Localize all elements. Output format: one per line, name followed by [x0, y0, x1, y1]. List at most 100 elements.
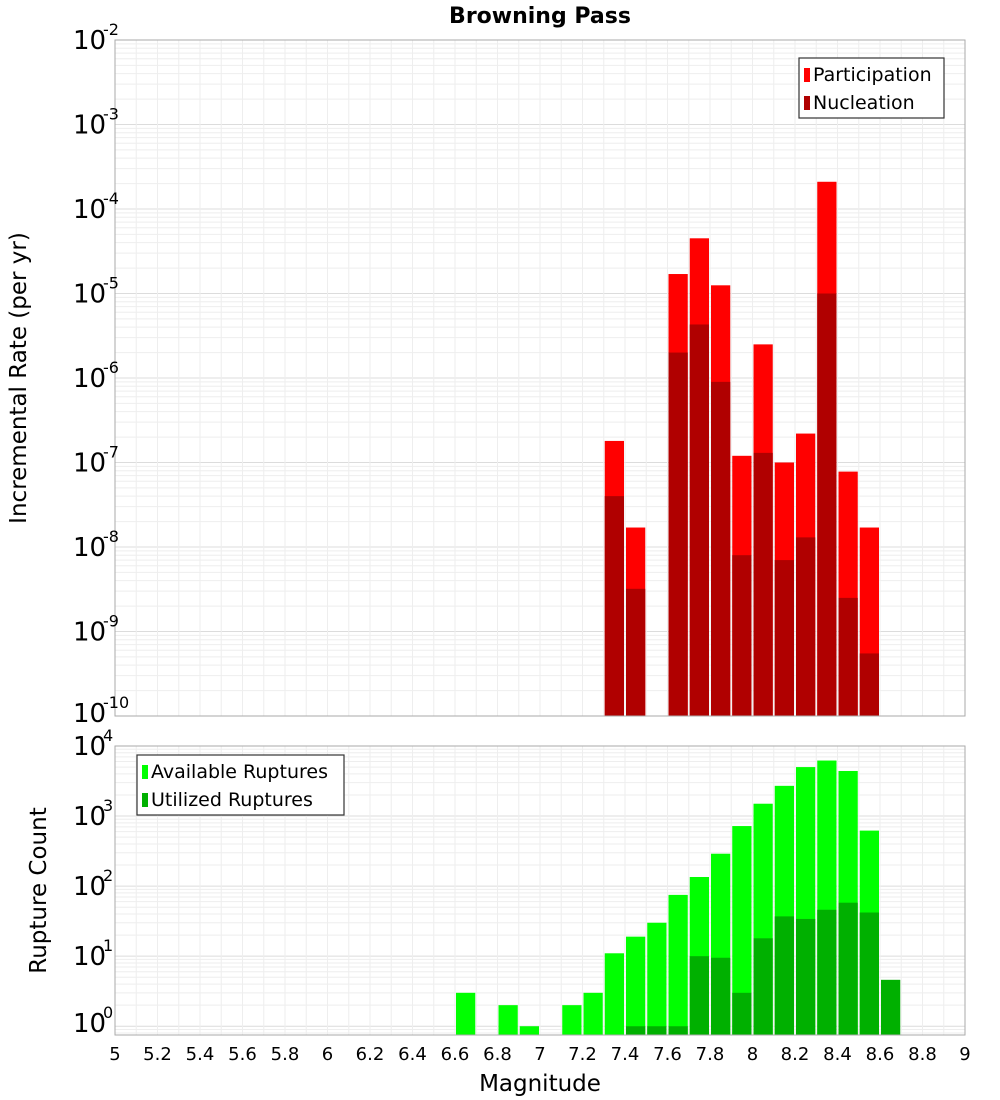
y-tick-base-1-4: 10: [73, 732, 106, 762]
legend-1: Available Ruptures Utilized Ruptures: [136, 754, 345, 816]
y-tick-base-1-2: 10: [73, 872, 106, 902]
bar-0-1-11: [859, 653, 879, 716]
bar-1-0-8: [668, 894, 688, 1035]
y-axis-label-0: Incremental Rate (per yr): [6, 232, 32, 524]
x-tick-label-16: 8.2: [781, 1044, 810, 1065]
legend-0: Participation Nucleation: [798, 57, 945, 119]
bar-1-1-11: [859, 912, 879, 1035]
bar-1-0-6: [626, 936, 646, 1035]
y-tick-base-0-6: 10: [73, 195, 106, 225]
x-tick-label-5: 6: [322, 1044, 333, 1065]
y-tick-exp-1-2: 2: [103, 866, 113, 885]
y-tick-exp-0-4: -6: [103, 358, 119, 377]
x-tick-label-20: 9: [959, 1044, 970, 1065]
bar-0-1-1: [626, 588, 646, 716]
y-tick-base-0-0: 10: [73, 699, 106, 729]
y-tick-exp-0-0: -10: [103, 693, 129, 712]
y-tick-exp-0-3: -7: [103, 443, 119, 462]
bar-1-1-10: [838, 902, 858, 1035]
y-tick-exp-1-0: 0: [103, 1003, 113, 1022]
y-tick-exp-0-7: -3: [103, 105, 119, 124]
plot-frame: [114, 39, 966, 717]
y-tick-base-1-3: 10: [73, 802, 106, 832]
bar-0-1-9: [817, 293, 837, 716]
bar-0-1-2: [668, 352, 688, 716]
y-tick-exp-1-4: 4: [103, 726, 113, 745]
plot-frame: [114, 745, 966, 1036]
legend-label-1: Nucleation: [813, 92, 915, 114]
legend-swatch-0: [804, 68, 810, 82]
y-tick-base-1-0: 10: [73, 1009, 106, 1039]
legend-swatch-1: [804, 96, 810, 110]
bar-1-0-7: [647, 922, 667, 1035]
x-tick-label-11: 7.2: [568, 1044, 597, 1065]
chart-title: Browning Pass: [449, 4, 631, 29]
bar-1-0-0: [456, 992, 476, 1035]
y-tick-exp-0-5: -5: [103, 274, 119, 293]
bar-1-0-1: [498, 1005, 518, 1035]
bar-0-1-0: [604, 496, 624, 716]
x-tick-label-14: 7.8: [696, 1044, 725, 1065]
legend-box: [136, 754, 345, 816]
y-tick-exp-0-6: -4: [103, 189, 119, 208]
legend-swatch-0: [142, 765, 148, 779]
bar-1-1-5: [732, 992, 752, 1035]
bar-1-1-0: [626, 1026, 646, 1035]
y-tick-exp-1-3: 3: [103, 796, 113, 815]
x-tick-label-8: 6.6: [441, 1044, 470, 1065]
legend-swatch-1: [142, 793, 148, 807]
x-tick-label-2: 5.4: [186, 1044, 215, 1065]
x-tick-label-0: 5: [109, 1044, 120, 1065]
y-tick-base-0-1: 10: [73, 618, 106, 648]
chart-panel-0: 10-1010-910-810-710-610-510-410-310-2Bro…: [6, 4, 966, 729]
legend-label-0: Available Ruptures: [151, 761, 328, 783]
bar-0-1-5: [732, 555, 752, 716]
y-tick-exp-0-1: -9: [103, 612, 119, 631]
bar-0-1-6: [753, 452, 773, 716]
legend-label-0: Participation: [813, 64, 932, 86]
bar-1-1-9: [817, 909, 837, 1035]
x-tick-label-19: 8.8: [908, 1044, 937, 1065]
x-tick-label-6: 6.2: [356, 1044, 385, 1065]
y-axis-label-1: Rupture Count: [26, 807, 52, 973]
bar-1-0-11: [732, 826, 752, 1035]
bar-1-1-7: [774, 916, 794, 1035]
bar-1-1-1: [647, 1026, 667, 1035]
bar-1-0-4: [583, 992, 603, 1035]
y-tick-base-0-4: 10: [73, 364, 106, 394]
legend-label-1: Utilized Ruptures: [151, 789, 313, 811]
bar-1-1-3: [689, 956, 709, 1035]
y-tick-base-1-1: 10: [73, 942, 106, 972]
y-tick-base-0-2: 10: [73, 533, 106, 563]
y-tick-exp-0-2: -8: [103, 527, 119, 546]
x-tick-label-13: 7.6: [653, 1044, 682, 1065]
y-tick-exp-0-8: -2: [103, 20, 119, 39]
y-tick-base-0-8: 10: [73, 26, 106, 56]
bar-1-1-6: [753, 938, 773, 1035]
x-tick-label-7: 6.4: [398, 1044, 427, 1065]
x-tick-label-4: 5.8: [271, 1044, 300, 1065]
x-tick-label-10: 7: [534, 1044, 545, 1065]
bar-0-1-10: [838, 597, 858, 716]
x-tick-label-15: 8: [747, 1044, 758, 1065]
series-1-1: [626, 902, 901, 1035]
bar-1-1-8: [796, 918, 816, 1035]
bar-0-1-3: [689, 324, 709, 716]
bar-1-1-2: [668, 1026, 688, 1035]
bar-0-1-4: [711, 381, 731, 716]
grid: [114, 40, 966, 717]
x-tick-label-12: 7.4: [611, 1044, 640, 1065]
bar-1-1-12: [881, 979, 901, 1035]
x-axis-label: Magnitude: [479, 1071, 601, 1097]
bar-1-0-5: [604, 953, 624, 1035]
bar-1-1-4: [711, 957, 731, 1035]
x-tick-label-9: 6.8: [483, 1044, 512, 1065]
legend-box: [798, 57, 945, 119]
x-tick-label-17: 8.4: [823, 1044, 852, 1065]
x-tick-label-1: 5.2: [143, 1044, 172, 1065]
y-tick-base-0-3: 10: [73, 449, 106, 479]
series-0-1: [604, 293, 879, 716]
x-tick-label-3: 5.6: [228, 1044, 257, 1065]
